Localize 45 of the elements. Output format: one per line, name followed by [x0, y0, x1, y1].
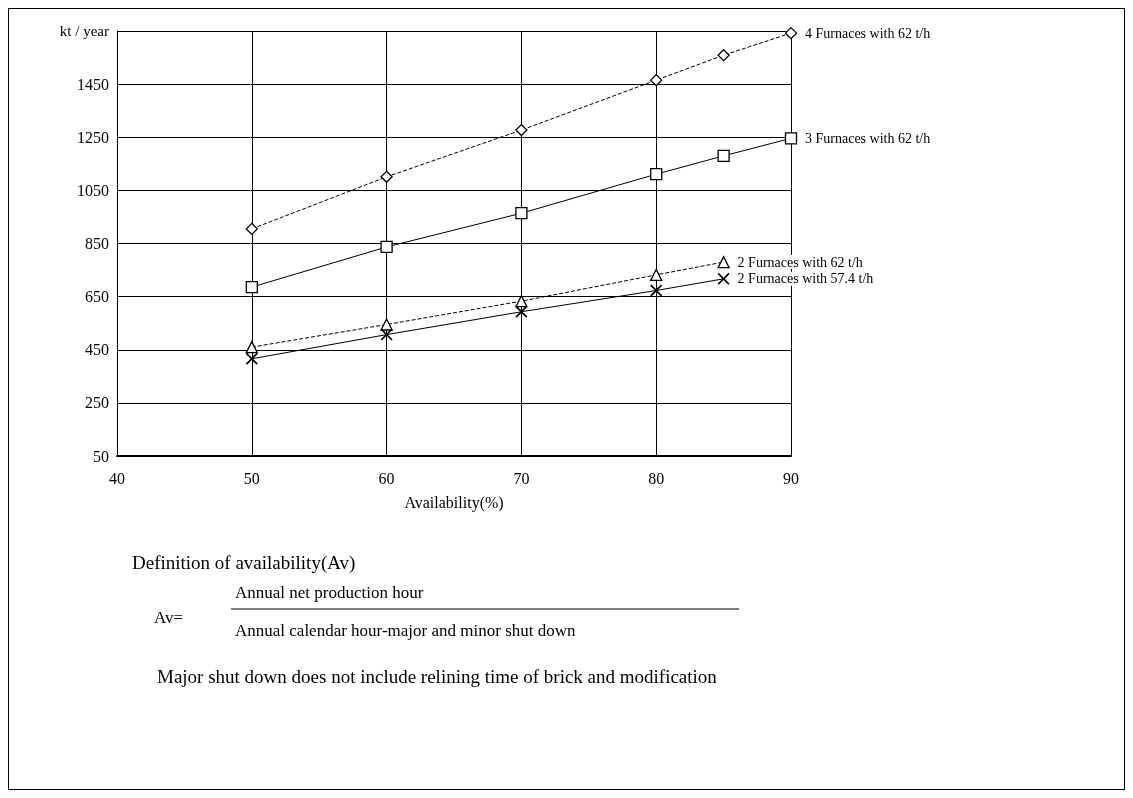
point	[515, 123, 528, 137]
point	[380, 240, 393, 254]
y-tick-label: 250	[85, 394, 109, 412]
point	[784, 26, 798, 40]
point	[380, 318, 393, 331]
point	[717, 255, 730, 269]
x-tick-label: 80	[648, 469, 665, 487]
point	[515, 207, 528, 220]
point	[380, 170, 393, 183]
point	[515, 305, 528, 318]
series-label: 2 Furnaces with 62 t/h	[737, 254, 863, 270]
y-tick-label: 1250	[77, 128, 109, 146]
point	[650, 268, 663, 281]
point	[650, 168, 663, 181]
y-tick-label: 1450	[77, 75, 109, 93]
x-tick-label: 40	[109, 469, 125, 487]
x-axis-title: Availability(%)	[404, 493, 504, 512]
y-tick-label: 450	[85, 341, 109, 359]
point	[515, 294, 528, 308]
series-label: 4 Furnaces with 62 t/h	[805, 25, 931, 41]
x-tick-label: 90	[783, 469, 799, 487]
text: Major shut down does not include relining time of brick and modification	[157, 666, 718, 687]
point	[245, 222, 258, 236]
x-tick-label: 50	[243, 469, 260, 487]
point	[717, 149, 730, 162]
point	[380, 328, 393, 341]
y-tick-label: 50	[93, 447, 109, 465]
series-label: 2 Furnaces with 57.4 t/h	[737, 271, 874, 287]
point	[245, 352, 258, 365]
text: Annual net production hour	[235, 583, 424, 602]
y-tick-label: 850	[85, 235, 109, 252]
series-label: 3 Furnaces with 62 t/h	[805, 130, 931, 146]
point	[245, 340, 258, 354]
x-tick-label: 70	[513, 469, 530, 487]
text: Definition of availability(Av)	[132, 552, 356, 574]
text: Annual calendar hour-major and minor shut down	[235, 621, 577, 640]
y-tick-label: 1050	[77, 181, 109, 199]
y-tick-label: 650	[85, 288, 109, 306]
x-tick-label: 60	[378, 469, 395, 487]
point	[717, 49, 730, 62]
text: Av=	[154, 608, 184, 627]
point	[650, 73, 663, 87]
point	[245, 280, 258, 294]
y-axis-title: kt / year	[59, 22, 109, 39]
point	[784, 132, 798, 145]
